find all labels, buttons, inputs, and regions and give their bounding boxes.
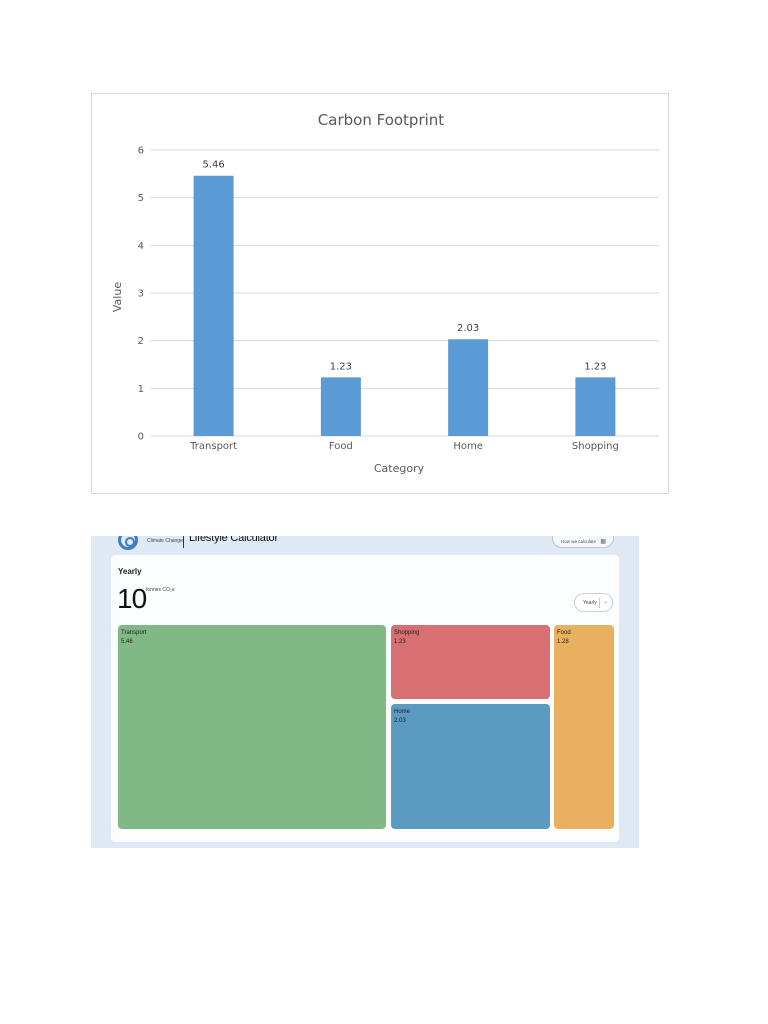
logo-text: Climate Change (147, 538, 183, 544)
app-header: Climate Change Lifestyle Calculator How … (91, 536, 639, 554)
y-tick-label: 1 (138, 384, 144, 395)
bar-transport (193, 175, 234, 436)
calculator-screenshot: Climate Change Lifestyle Calculator How … (91, 536, 639, 848)
period-select[interactable]: Yearly ⌄ (574, 593, 613, 612)
total-unit: tonnes CO₂e (146, 587, 175, 593)
x-tick-label: Food (329, 441, 353, 452)
data-label: 5.46 (202, 160, 224, 171)
y-tick-label: 5 (138, 193, 144, 204)
calculator-icon: ▦ (600, 539, 606, 545)
y-tick-label: 0 (138, 432, 144, 443)
bar-shopping (575, 377, 616, 436)
data-label: 2.03 (457, 323, 479, 334)
climate-logo-icon (118, 536, 138, 550)
tile-food[interactable]: Food 1.28 (554, 625, 614, 829)
data-label: 1.23 (330, 361, 352, 372)
y-tick-label: 3 (138, 289, 144, 300)
tile-label: Shopping (394, 630, 420, 636)
summary-card: Yearly 10 tonnes CO₂e Yearly ⌄ Transport… (111, 555, 619, 842)
bar-chart-panel: 0 1 2 3 4 5 6 5.46 Transport 1.23 Food 2.03 Home 1.23… (91, 93, 669, 494)
tile-value: 1.28 (557, 639, 569, 645)
y-tick-label: 2 (138, 336, 144, 347)
tile-value: 2.03 (394, 718, 406, 724)
y-axis-title: Value (111, 282, 124, 312)
x-axis-title: Category (374, 462, 425, 475)
x-tick-label: Home (453, 441, 483, 452)
tile-shopping[interactable]: Shopping 1.23 (391, 625, 550, 699)
y-tick-label: 4 (138, 241, 144, 252)
tile-label: Home (394, 709, 411, 715)
tile-transport[interactable]: Transport 5.46 (118, 625, 386, 829)
y-tick-label: 6 (138, 146, 144, 157)
tile-label: Food (557, 630, 571, 636)
chevron-down-icon: ⌄ (603, 599, 609, 605)
bar-home (448, 339, 489, 436)
how-we-calculate-label: How we calculate (561, 539, 597, 544)
select-divider (599, 598, 600, 608)
x-tick-label: Transport (189, 441, 237, 452)
total-value: 10 (117, 583, 147, 614)
tile-label: Transport (121, 630, 147, 636)
tile-home[interactable]: Home 2.03 (391, 704, 550, 829)
chart-title: Carbon Footprint (318, 111, 444, 129)
app-title: Lifestyle Calculator (189, 536, 278, 544)
period-title: Yearly (118, 567, 142, 576)
how-we-calculate-button[interactable]: How we calculate ▦ (552, 536, 614, 548)
data-label: 1.23 (584, 361, 606, 372)
x-tick-label: Shopping (572, 441, 619, 452)
bar-food (320, 377, 361, 436)
tile-value: 1.23 (394, 639, 406, 645)
header-divider (183, 536, 184, 548)
bar-chart: 0 1 2 3 4 5 6 5.46 Transport 1.23 Food 2.03 Home 1.23… (111, 111, 659, 475)
tile-value: 5.46 (121, 639, 133, 645)
period-select-value: Yearly (583, 600, 597, 606)
